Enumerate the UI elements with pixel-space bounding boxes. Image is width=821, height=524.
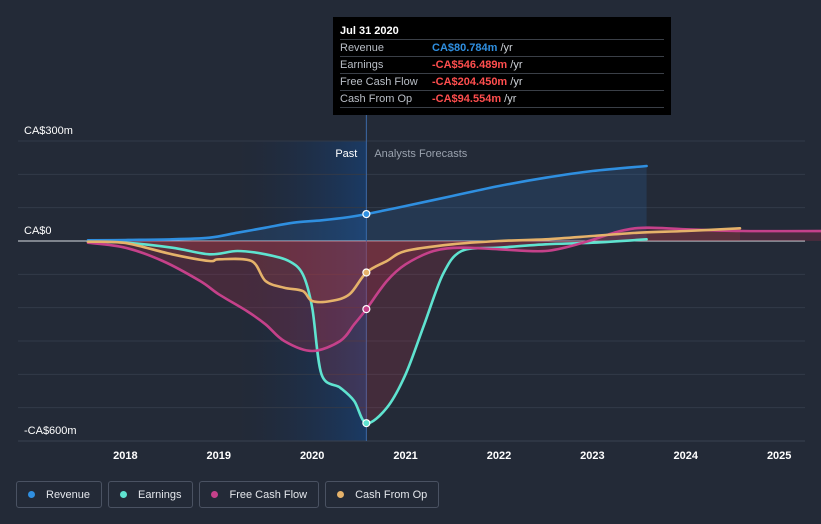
legend-item-free-cash-flow[interactable]: Free Cash Flow [199, 481, 320, 508]
tooltip-row-earnings: Earnings -CA$546.489m /yr [340, 57, 664, 74]
x-tick-label: 2018 [113, 450, 137, 462]
tooltip-label: Revenue [340, 42, 385, 54]
x-tick-label: 2021 [393, 450, 417, 462]
past-label: Past [335, 148, 357, 160]
free-cash-flow-dot-icon [211, 491, 219, 498]
x-tick-label: 2023 [580, 450, 604, 462]
tooltip-label: Free Cash Flow [340, 76, 418, 88]
free-cash-flow-area [88, 227, 821, 351]
free-cash-flow-marker [362, 305, 371, 314]
earnings-area [88, 239, 647, 424]
cash-from-op-area [88, 228, 740, 303]
earnings-dot-icon [120, 491, 128, 498]
legend-item-cash-from-op[interactable]: Cash From Op [325, 481, 440, 508]
legend-item-earnings[interactable]: Earnings [108, 481, 194, 508]
legend-label: Revenue [46, 488, 91, 501]
legend-label: Earnings [138, 488, 182, 501]
tooltip-value: -CA$94.554m /yr [432, 93, 517, 105]
x-tick-label: 2025 [767, 450, 791, 462]
free-cash-flow-line [86, 226, 821, 353]
tooltip-row-cash-from-op: Cash From Op -CA$94.554m /yr [340, 91, 664, 108]
x-tick-label: 2020 [300, 450, 324, 462]
tooltip-date: Jul 31 2020 [340, 23, 664, 40]
y-tick-label: CA$0 [24, 225, 52, 237]
x-tick-label: 2022 [487, 450, 511, 462]
revenue-dot-icon [28, 491, 35, 498]
y-tick-label: CA$300m [24, 125, 73, 137]
revenue-line [86, 164, 648, 242]
forecast-label: Analysts Forecasts [374, 148, 467, 160]
x-tick-label: 2024 [674, 450, 699, 462]
tooltip-value: CA$80.784m /yr [432, 42, 513, 54]
tooltip-row-free-cash-flow: Free Cash Flow -CA$204.450m /yr [340, 74, 664, 91]
tooltip: Jul 31 2020 Revenue CA$80.784m /yr Earni… [333, 17, 671, 115]
legend-label: Cash From Op [355, 488, 428, 501]
revenue-area [88, 166, 647, 241]
tooltip-label: Earnings [340, 59, 384, 71]
y-tick-label: -CA$600m [24, 425, 77, 437]
legend-label: Free Cash Flow [229, 488, 308, 501]
legend: Revenue Earnings Free Cash Flow Cash Fro… [16, 481, 440, 508]
tooltip-value: -CA$546.489m /yr [432, 59, 523, 71]
tooltip-row-revenue: Revenue CA$80.784m /yr [340, 40, 664, 57]
tooltip-label: Cash From Op [340, 93, 413, 105]
tooltip-value: -CA$204.450m /yr [432, 76, 523, 88]
cash-from-op-line [86, 227, 742, 304]
cash-from-op-dot-icon [337, 491, 345, 498]
revenue-marker [362, 209, 371, 219]
cash-from-op-marker [362, 268, 371, 277]
earnings-marker [362, 419, 371, 428]
legend-item-revenue[interactable]: Revenue [16, 481, 103, 508]
x-tick-label: 2019 [207, 450, 231, 462]
